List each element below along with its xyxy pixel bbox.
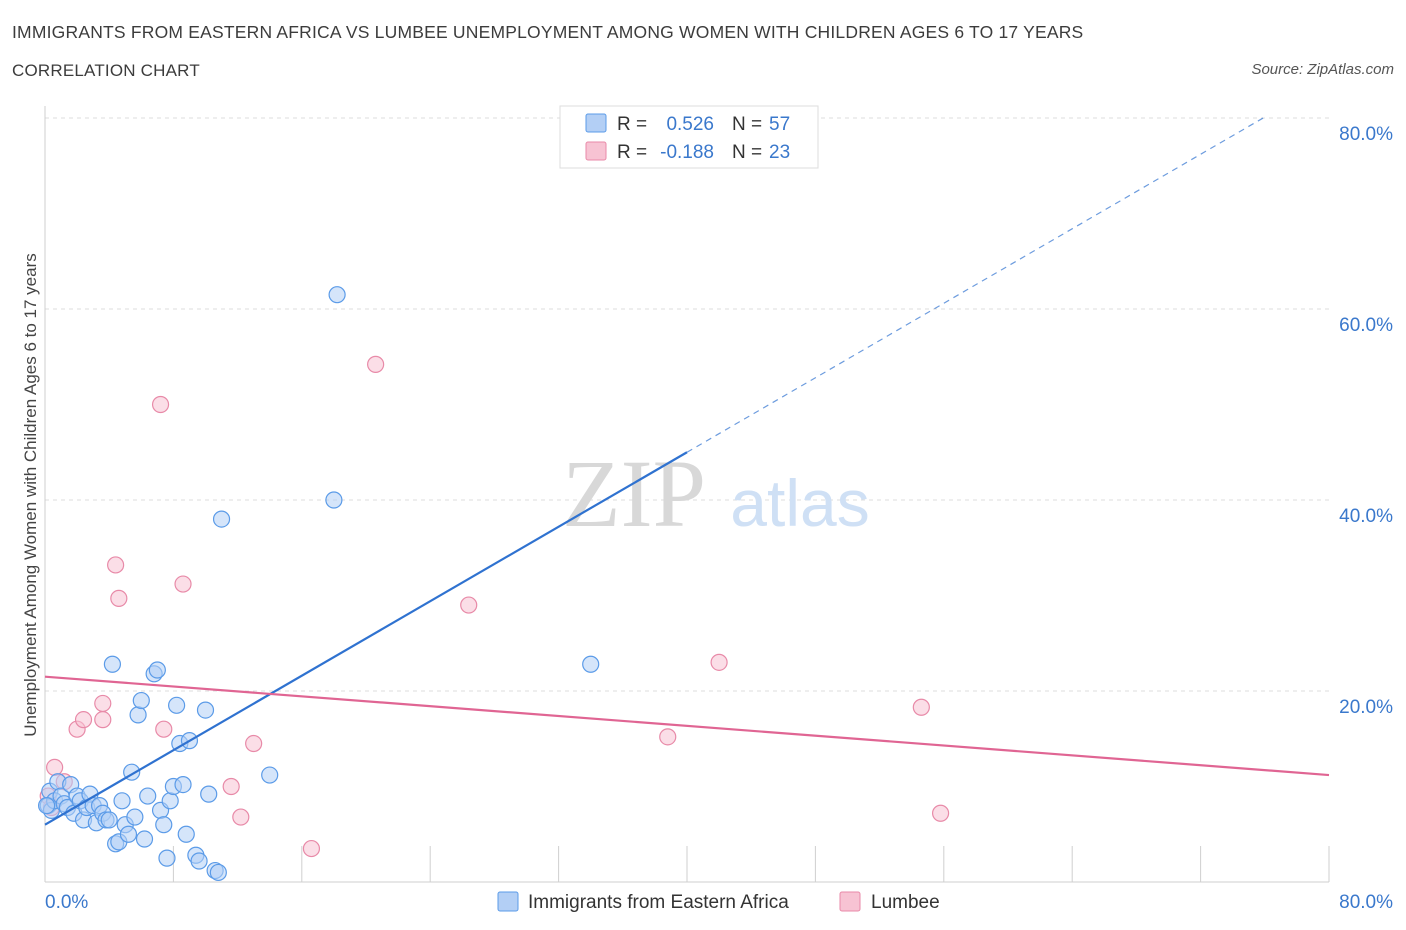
watermark: ZIP atlas [562, 440, 870, 547]
lumbee-point [912, 698, 930, 716]
lumbee-point [94, 711, 112, 729]
stats-r-label-2: R = [617, 142, 647, 163]
legend-swatch-lumbee [839, 891, 861, 912]
x-tick-label: 80.0% [1339, 892, 1393, 913]
eastern-africa-point [174, 775, 192, 794]
lumbee-point [155, 720, 173, 738]
lumbee-point [245, 734, 263, 753]
eastern-africa-point [148, 661, 166, 679]
eastern-africa-point [158, 849, 176, 867]
y-tick-label: 60.0% [1339, 315, 1393, 336]
stats-swatch-pink [585, 141, 607, 161]
eastern-africa-trend-extension [686, 116, 1266, 453]
eastern-africa-point [212, 510, 231, 528]
lumbee-point [931, 804, 950, 822]
stats-n-value-2: 23 [769, 142, 790, 163]
eastern-africa-point [190, 852, 208, 870]
eastern-africa-points [38, 286, 600, 882]
lumbee-point [94, 694, 112, 713]
eastern-africa-point [132, 691, 150, 710]
y-axis-title: Unemployment Among Women with Children A… [21, 253, 40, 737]
axis-layer: 20.0% 40.0% 60.0% 80.0% 0.0% 80.0% [44, 106, 1393, 913]
stats-n-label-1: N = [732, 114, 762, 135]
lumbee-point [74, 711, 93, 729]
eastern-africa-point [129, 706, 147, 724]
y-tick-label: 40.0% [1339, 506, 1393, 527]
stats-swatch-blue [585, 113, 607, 133]
lumbee-point [174, 575, 192, 593]
eastern-africa-point [139, 787, 157, 805]
watermark-zip: ZIP [562, 440, 706, 547]
grid-layer [45, 117, 1329, 692]
eastern-africa-trend-line [44, 451, 688, 826]
source-credit: Source: ZipAtlas.com [1251, 61, 1394, 78]
chart-subtitle: CORRELATION CHART [12, 61, 200, 80]
eastern-africa-point [325, 491, 343, 509]
eastern-africa-point [196, 701, 215, 719]
lumbee-point [232, 808, 250, 826]
lumbee-point [460, 596, 478, 614]
lumbee-point [107, 556, 125, 574]
eastern-africa-point [168, 696, 186, 714]
eastern-africa-point [177, 825, 195, 843]
stats-r-value-2: -0.188 [660, 142, 714, 163]
lumbee-point [110, 589, 128, 607]
lumbee-point [710, 653, 728, 671]
eastern-africa-point [135, 830, 154, 848]
lumbee-point [46, 758, 64, 777]
eastern-africa-point [113, 792, 131, 810]
eastern-africa-point [200, 785, 218, 803]
eastern-africa-point [161, 792, 179, 810]
eastern-africa-point [119, 825, 138, 843]
lumbee-point [659, 728, 677, 746]
y-tick-label: 20.0% [1339, 697, 1393, 718]
watermark-atlas: atlas [730, 466, 869, 540]
eastern-africa-point [328, 286, 346, 304]
legend-label-eastern-africa: Immigrants from Eastern Africa [528, 892, 789, 913]
lumbee-trend-line [44, 675, 1330, 777]
eastern-africa-point [38, 796, 56, 815]
chart-title: IMMIGRANTS FROM EASTERN AFRICA VS LUMBEE… [12, 22, 1084, 42]
eastern-africa-point [155, 816, 173, 834]
eastern-africa-point [209, 863, 227, 882]
stats-r-label-1: R = [617, 114, 647, 135]
lumbee-point [222, 777, 240, 796]
x-tick-label: 0.0% [45, 892, 88, 913]
legend-swatch-eastern-africa [497, 891, 519, 912]
y-tick-label: 80.0% [1339, 124, 1393, 145]
lumbee-point [151, 395, 170, 414]
series-legend: Immigrants from Eastern Africa Lumbee [497, 891, 940, 913]
eastern-africa-point [126, 808, 144, 826]
eastern-africa-point [100, 811, 118, 829]
stats-r-value-1: 0.526 [666, 114, 714, 135]
legend-label-lumbee: Lumbee [871, 892, 940, 913]
eastern-africa-point [103, 655, 122, 673]
stats-n-value-1: 57 [769, 114, 790, 135]
stats-n-label-2: N = [732, 142, 762, 163]
lumbee-point [302, 839, 321, 858]
trend-lines [44, 116, 1330, 826]
stats-legend: R = 0.526 N = 57 R = -0.188 N = 23 [559, 105, 819, 169]
eastern-africa-point [261, 766, 279, 784]
lumbee-point [367, 355, 385, 373]
eastern-africa-point [582, 655, 600, 673]
